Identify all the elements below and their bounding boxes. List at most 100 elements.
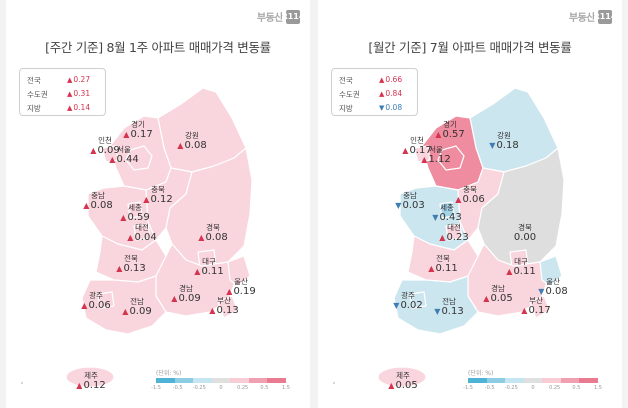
region-value: 0.06: [462, 194, 485, 206]
region-name: 울산: [234, 277, 248, 286]
up-triangle-icon: ▲: [120, 213, 127, 223]
scale-tick: 0.5: [260, 385, 269, 391]
region-name: 부산: [217, 296, 231, 305]
region-label-gyeonggi: 경기 ▲0.17: [123, 120, 153, 141]
region-name: 제주: [84, 371, 98, 380]
region-name: 광주: [89, 291, 103, 300]
map-region-ulsan: [539, 255, 563, 287]
up-triangle-icon: ▲: [455, 195, 462, 205]
region-label-seoul: 서울 ▲1.12: [421, 145, 451, 166]
scale-unit: (단위: %): [468, 370, 494, 377]
region-name: 인천: [410, 136, 424, 145]
up-triangle-icon: ▲: [483, 294, 490, 304]
region-label-ulsan: 울산 ▲0.19: [226, 277, 255, 297]
up-triangle-icon: ▲: [177, 141, 184, 151]
region-name: 대전: [447, 223, 461, 232]
up-triangle-icon: ▲: [83, 201, 90, 211]
up-triangle-icon: ▲: [506, 267, 513, 277]
map-region-seoul: [437, 145, 465, 171]
region-label-incheon: 인천 ▲0.17: [402, 136, 431, 156]
scale-segment: [505, 378, 524, 383]
scale-bar: [468, 378, 599, 383]
decorative-dot: [21, 382, 23, 384]
map-region-incheon: [101, 145, 119, 163]
scale-segment: [248, 378, 268, 383]
region-name: 강원: [185, 131, 199, 140]
region-name: 강원: [497, 131, 511, 140]
region-name: 전북: [124, 254, 138, 263]
region-name: 대구: [202, 257, 216, 266]
up-triangle-icon: ▲: [171, 294, 178, 304]
region-value: 0.02: [400, 300, 423, 312]
scale-tick: 0.25: [549, 385, 561, 391]
up-triangle-icon: ▲: [67, 90, 73, 98]
down-triangle-icon: ▼: [432, 213, 439, 223]
region-name: 경남: [179, 284, 193, 293]
region-label-gyeongnam: 경남 ▲0.09: [171, 284, 200, 304]
scale-tick: -1.5: [463, 385, 473, 391]
region-label-daegu: 대구 ▲0.11: [194, 257, 224, 278]
scale-segment: [156, 378, 175, 383]
region-value: 0.04: [134, 232, 157, 244]
brand-logo: 부동산 R114: [569, 9, 616, 24]
region-name: 경기: [443, 120, 457, 129]
up-triangle-icon: ▲: [109, 155, 116, 165]
region-value: 1.12: [428, 154, 451, 166]
region-value: 0.12: [150, 194, 173, 206]
region-name: 부산: [529, 296, 543, 305]
down-triangle-icon: ▼: [393, 301, 400, 311]
region-name: 충남: [403, 191, 417, 200]
down-triangle-icon: ▼: [395, 201, 402, 211]
scale-tick: 1.5: [594, 385, 602, 391]
map-region-incheon: [413, 145, 431, 163]
legend-row-nation: 전국 ▲0.27: [27, 75, 91, 85]
region-name: 서울: [429, 145, 443, 154]
region-label-gyeongbuk: 경북 0.00: [514, 223, 536, 243]
scale-unit: (단위: %): [156, 370, 182, 377]
up-triangle-icon: ▲: [67, 104, 73, 112]
region-value: 0.44: [116, 154, 139, 166]
scale-segment: [486, 378, 506, 383]
region-value: 0.23: [446, 232, 469, 244]
down-triangle-icon: ▼: [379, 104, 385, 112]
weekly-map-panel: 부동산 R114 [주간 기준] 8월 1주 아파트 매매가격 변동률 전국: [6, 0, 310, 408]
legend-row-capital: 수도권 ▲0.84: [339, 89, 403, 99]
scale-tick: 0: [219, 385, 223, 391]
region-value: 0.12: [83, 380, 106, 392]
map-region-jeju: [65, 366, 115, 388]
map-region-daejeon: [133, 223, 151, 241]
region-name: 인천: [98, 136, 112, 145]
region-value: 0.17: [130, 129, 153, 141]
region-label-gyeongbuk: 경북 ▲0.08: [198, 223, 227, 243]
scale-segment: [193, 378, 212, 383]
region-label-daejeon: 대전 ▲0.04: [127, 223, 157, 244]
region-value: 0.43: [439, 212, 462, 224]
up-triangle-icon: ▲: [143, 195, 150, 205]
region-name: 세종: [440, 203, 454, 212]
map-region-jeju: [377, 366, 427, 388]
region-value: 0.59: [127, 212, 150, 224]
region-label-chungnam: 충남 ▲0.08: [83, 191, 112, 211]
up-triangle-icon: ▲: [402, 146, 409, 156]
up-triangle-icon: ▲: [435, 130, 442, 140]
region-value: 0.11: [201, 266, 224, 278]
brand-logo: 부동산 R114: [257, 9, 304, 24]
up-triangle-icon: ▲: [122, 307, 129, 317]
region-label-chungnam: 충남 ▼0.03: [395, 191, 424, 211]
scale-tick: 1.5: [282, 385, 290, 391]
region-value: 0.13: [123, 263, 146, 275]
region-label-ulsan: 울산 ▼0.08: [538, 277, 567, 297]
scale-tick: 0.25: [237, 385, 249, 391]
region-value: 0.09: [129, 306, 152, 318]
scale-tick: -0.25: [504, 385, 518, 391]
region-value: 0.13: [216, 305, 239, 317]
up-triangle-icon: ▲: [116, 264, 123, 274]
scale-segment: [468, 378, 487, 383]
region-label-gwangju: 광주 ▲0.06: [81, 291, 110, 311]
scale-tick: -1.5: [151, 385, 161, 391]
map-region-busan: [529, 295, 551, 319]
monthly-map: [377, 87, 565, 388]
region-name: 대전: [135, 223, 149, 232]
region-value: 0.05: [395, 380, 418, 392]
map-region-sejong: [439, 201, 455, 219]
